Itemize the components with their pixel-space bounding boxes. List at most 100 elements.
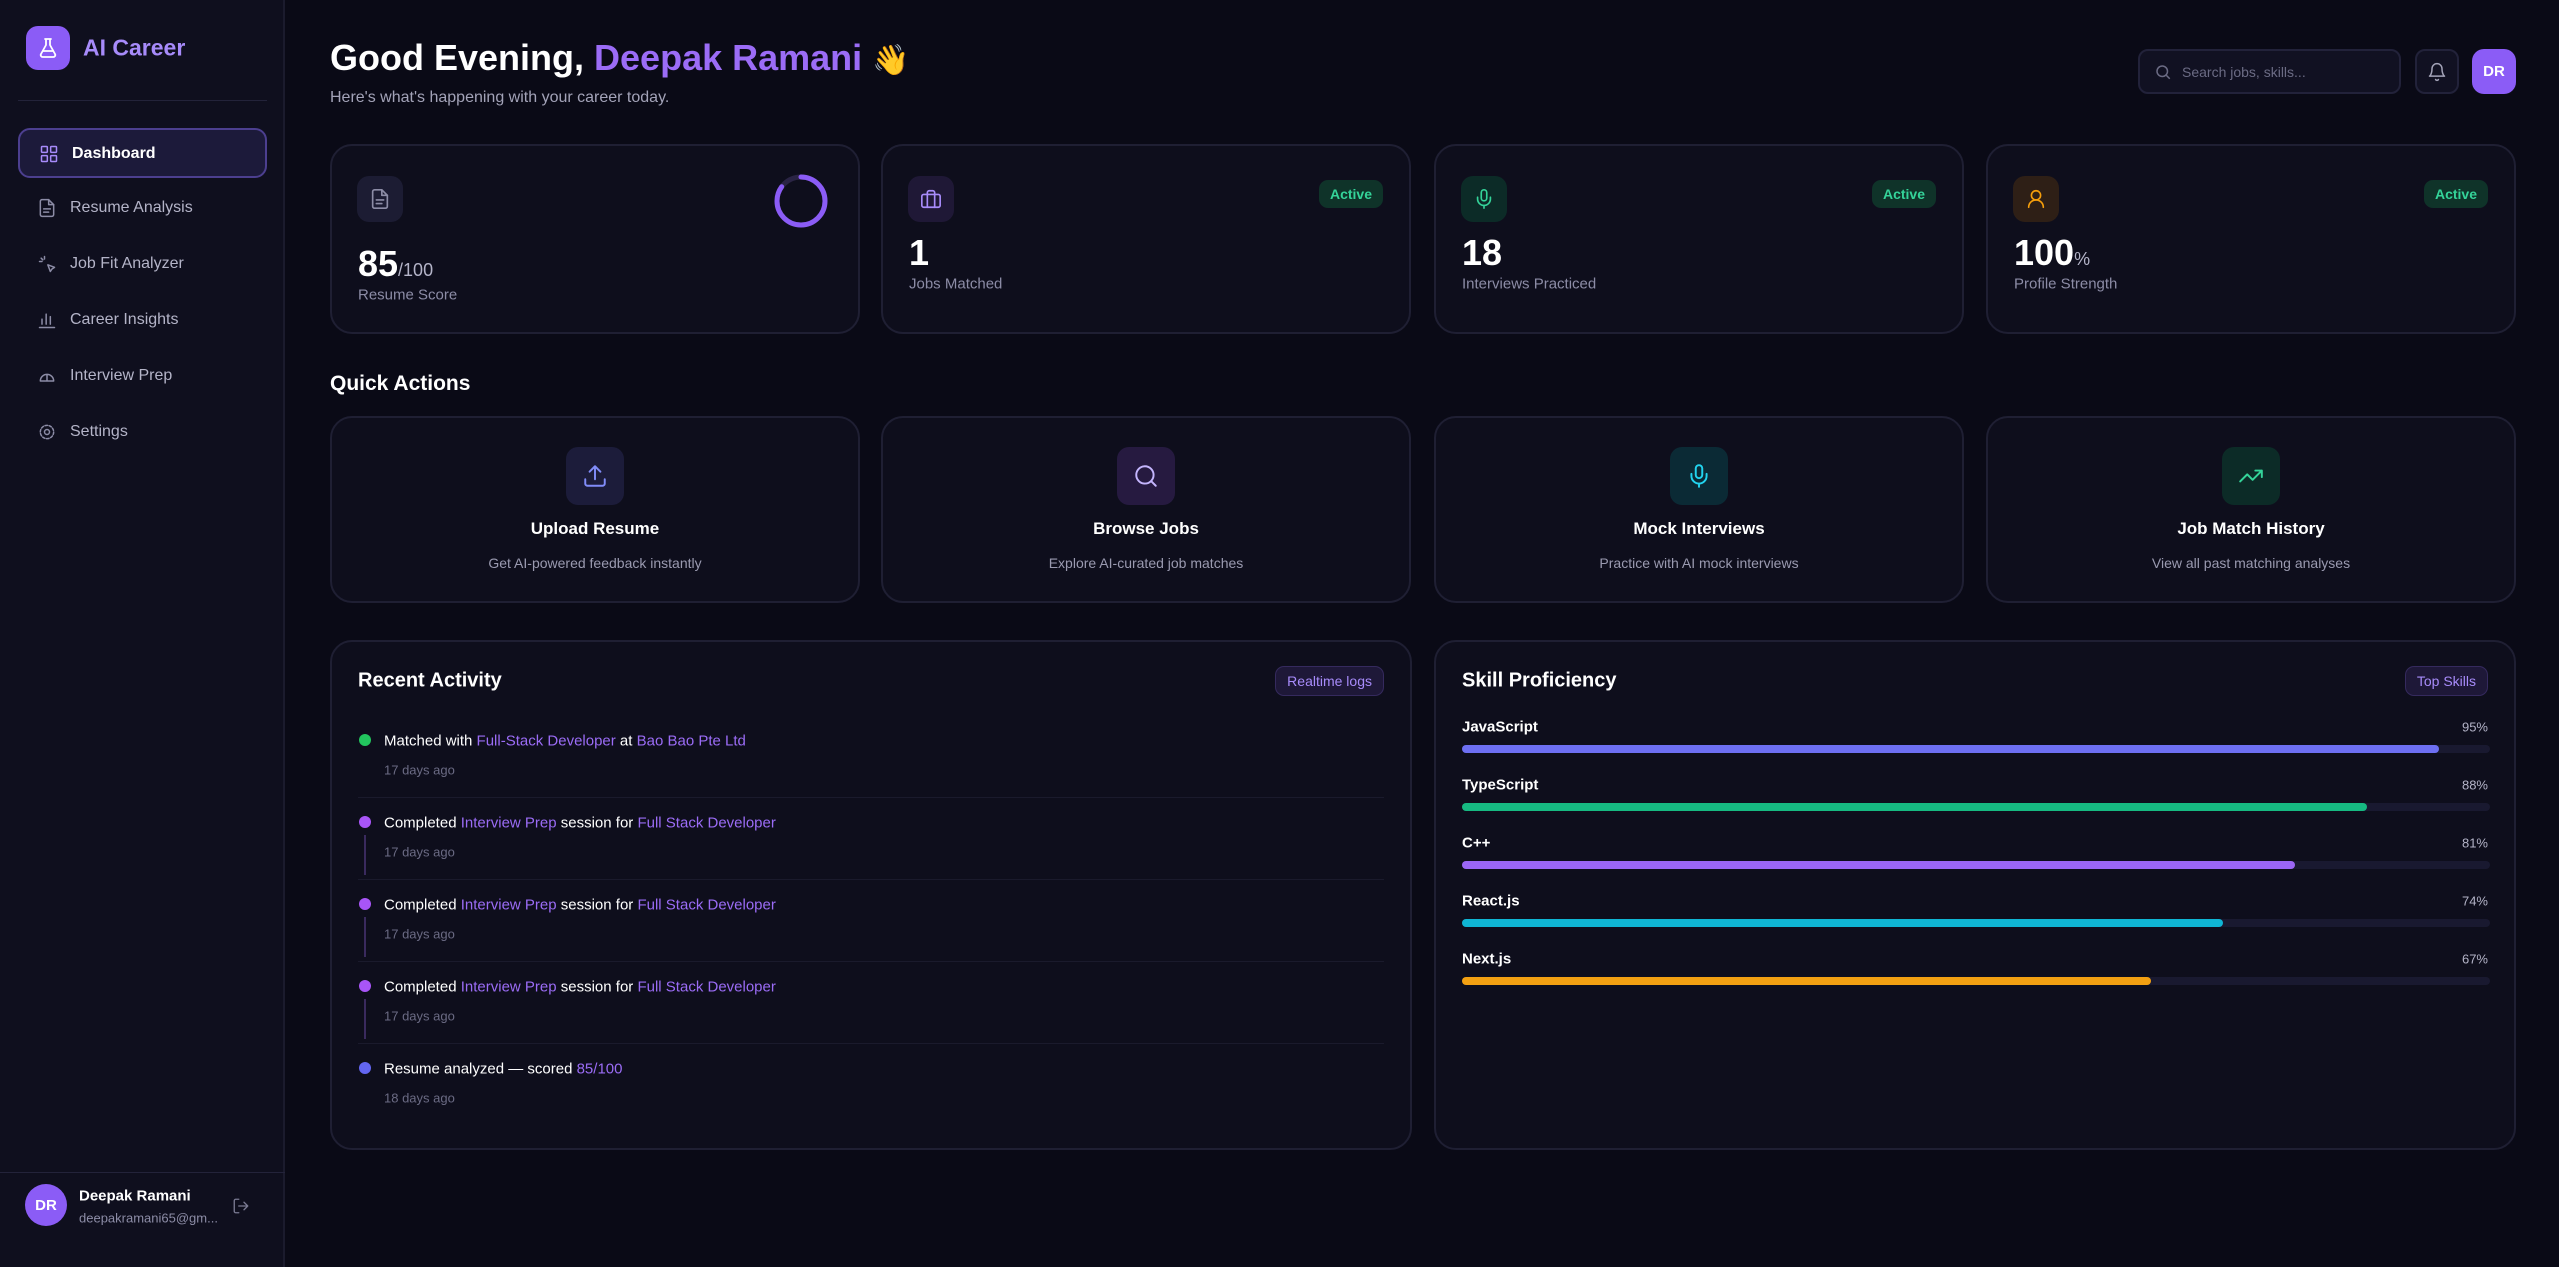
activity-link[interactable]: Interview Prep	[460, 896, 557, 914]
stat-card: 85/100 Resume Score	[330, 144, 860, 334]
activity-link[interactable]: 85/100	[576, 1060, 623, 1078]
activity-link[interactable]: Full Stack Developer	[637, 978, 776, 996]
nav-item[interactable]: Dashboard	[18, 128, 267, 178]
nav-icon	[35, 252, 59, 276]
nav-label: Dashboard	[72, 145, 156, 162]
nav-item[interactable]: Resume Analysis	[18, 184, 267, 234]
stat-icon	[908, 176, 954, 222]
activity-dot	[359, 1062, 371, 1074]
stat-value: 100	[2014, 232, 2075, 273]
score-arc	[774, 174, 828, 228]
action-desc: Get AI-powered feedback instantly	[488, 555, 702, 571]
activity-link[interactable]: Full Stack Developer	[637, 814, 776, 832]
nav-icon	[37, 142, 61, 166]
action-icon	[1670, 447, 1728, 505]
divider	[18, 100, 267, 101]
subtitle: Here's what's happening with your career…	[330, 89, 670, 106]
activity-link[interactable]: Interview Prep	[460, 978, 557, 996]
activity-time: 17 days ago	[384, 926, 455, 942]
quick-action-card[interactable]: Upload Resume Get AI-powered feedback ins…	[330, 416, 860, 603]
skill-percent: 81%	[2461, 835, 2488, 851]
skills-panel: Skill Proficiency Top Skills JavaScript 95%…	[1434, 640, 2516, 1150]
activity-link[interactable]: Bao Bao Pte Ltd	[636, 732, 746, 750]
stat-card: 18 Interviews Practiced Active	[1434, 144, 1964, 334]
activity-time: 17 days ago	[384, 762, 455, 778]
user-email: deepakramani65@gm...	[79, 1210, 218, 1226]
stat-icon	[1461, 176, 1507, 222]
search-box[interactable]: Search jobs, skills...	[2138, 49, 2401, 94]
skill-bar	[1462, 919, 2223, 927]
activity-text-part: session for	[556, 978, 638, 996]
nav-item[interactable]: Interview Prep	[18, 352, 267, 402]
activity-link[interactable]: Interview Prep	[460, 814, 557, 832]
stat-icon	[2013, 176, 2059, 222]
greeting-name: Deepak Ramani	[594, 37, 863, 78]
timeline-line	[364, 917, 366, 957]
action-desc: View all past matching analyses	[2151, 555, 2351, 571]
activity-dot	[359, 816, 371, 828]
action-icon	[1117, 447, 1175, 505]
activity-text-part: Completed	[384, 978, 461, 996]
greeting-emoji: 👋	[872, 44, 910, 77]
stat-value: 18	[1462, 232, 1503, 273]
brand-logo	[26, 26, 70, 70]
nav-label: Settings	[70, 423, 128, 440]
search-icon	[2156, 65, 2171, 80]
logout-button[interactable]	[228, 1193, 254, 1219]
stat-suffix: /100	[398, 260, 434, 280]
skill-name: JavaScript	[1462, 718, 1538, 736]
separator	[358, 1043, 1384, 1044]
nav-icon	[35, 196, 59, 220]
nav-item[interactable]: Career Insights	[18, 296, 267, 346]
skill-percent: 88%	[2461, 777, 2488, 793]
activity-text: Resume analyzed — scored 85/100	[384, 1061, 622, 1078]
skill-track	[1462, 919, 2490, 927]
timeline-line	[364, 835, 366, 875]
activity-text-part: at	[615, 732, 637, 750]
skill-name: React.js	[1462, 892, 1520, 910]
panel-badge: Realtime logs	[1275, 666, 1384, 696]
quick-action-card[interactable]: Mock Interviews Practice with AI mock int…	[1434, 416, 1964, 603]
separator	[358, 797, 1384, 798]
nav-item[interactable]: Settings	[18, 408, 267, 458]
stat-label: Jobs Matched	[909, 275, 1003, 293]
stat-card: 100% Profile Strength Active	[1986, 144, 2516, 334]
greeting-text: Good Evening,	[330, 37, 585, 78]
notifications-button[interactable]	[2415, 49, 2459, 94]
action-title: Job Match History	[2177, 519, 2325, 538]
skill-track	[1462, 977, 2490, 985]
nav-item[interactable]: Job Fit Analyzer	[18, 240, 267, 290]
section-title: Quick Actions	[330, 372, 471, 395]
activity-panel: Recent Activity Realtime logs Matched with…	[330, 640, 1412, 1150]
action-icon	[566, 447, 624, 505]
activity-dot	[359, 980, 371, 992]
activity-text-part: session for	[556, 814, 638, 832]
status-badge: Active	[1871, 180, 1936, 208]
skill-track	[1462, 803, 2490, 811]
skill-percent: 67%	[2461, 951, 2488, 967]
user-name: Deepak Ramani	[79, 1187, 191, 1205]
header-avatar[interactable]: DR	[2472, 49, 2516, 94]
stat-value-row: 1	[909, 232, 929, 274]
panel-title: Skill Proficiency	[1462, 669, 1617, 692]
skill-track	[1462, 745, 2490, 753]
activity-link[interactable]: Full-Stack Developer	[476, 732, 616, 750]
skill-bar	[1462, 803, 2367, 811]
separator	[358, 879, 1384, 880]
quick-action-card[interactable]: Job Match History View all past matching …	[1986, 416, 2516, 603]
activity-link[interactable]: Full Stack Developer	[637, 896, 776, 914]
skill-track	[1462, 861, 2490, 869]
activity-text: Completed Interview Prep session for Ful…	[384, 815, 776, 832]
stat-value-row: 100%	[2014, 232, 2090, 274]
skill-percent: 95%	[2461, 719, 2488, 735]
stat-card: 1 Jobs Matched Active	[881, 144, 1411, 334]
nav-label: Job Fit Analyzer	[70, 255, 184, 272]
activity-text: Matched with Full-Stack Developer at Bao…	[384, 733, 746, 750]
quick-action-card[interactable]: Browse Jobs Explore AI-curated job matche…	[881, 416, 1411, 603]
skill-percent: 74%	[2461, 893, 2488, 909]
nav-label: Career Insights	[70, 311, 179, 328]
action-icon	[2222, 447, 2280, 505]
panel-title: Recent Activity	[358, 669, 502, 692]
